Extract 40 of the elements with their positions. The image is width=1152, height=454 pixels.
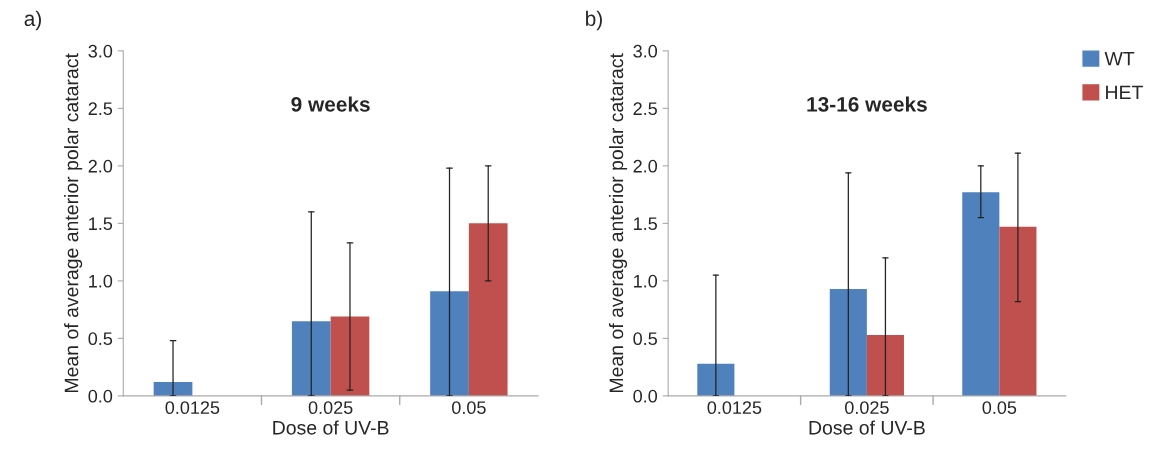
legend-label: WT xyxy=(1104,51,1135,66)
y-tick-label: 1.5 xyxy=(634,217,657,231)
y-tick-label: 0.0 xyxy=(88,389,113,403)
bar xyxy=(153,382,193,396)
x-tick-label: 0.025 xyxy=(308,401,353,415)
y-tick-label: 1.0 xyxy=(89,274,113,288)
x-axis-title: Dose of UV-B xyxy=(809,420,925,435)
text: 13-16 weeks xyxy=(807,96,927,112)
text: a) xyxy=(24,10,41,31)
y-axis-title: Mean of average anterior polar cataract xyxy=(64,53,83,392)
bar xyxy=(829,288,867,396)
x-tick-label: 0.0125 xyxy=(707,401,762,415)
legend-label: HET xyxy=(1106,85,1143,100)
x-tick-label: 0.0125 xyxy=(165,401,220,415)
bar xyxy=(291,321,331,396)
y-tick-label: 2.5 xyxy=(633,102,657,116)
bar xyxy=(866,334,904,396)
x-tick-label: 0.05 xyxy=(982,401,1017,415)
bar xyxy=(962,192,1000,396)
bar xyxy=(430,291,469,396)
y-tick-label: 0.5 xyxy=(88,332,113,346)
x-tick-label: 0.05 xyxy=(452,401,486,415)
bar xyxy=(697,363,735,396)
y-tick-label: 2.5 xyxy=(88,102,113,116)
y-tick-label: 1.5 xyxy=(89,217,113,231)
y-tick-label: 3.0 xyxy=(88,44,113,58)
text: b) xyxy=(586,10,602,31)
bar xyxy=(330,316,370,396)
x-tick-label: 0.025 xyxy=(845,401,889,415)
x-axis-title: Dose of UV-B xyxy=(273,420,389,435)
text: 9 weeks xyxy=(291,96,370,112)
y-tick-label: 2.0 xyxy=(633,159,658,173)
y-axis-title: Mean of average anterior polar cataract xyxy=(608,53,628,392)
y-tick-label: 3.0 xyxy=(633,44,658,58)
y-tick-label: 1.0 xyxy=(634,274,658,288)
y-tick-label: 0.5 xyxy=(633,332,657,346)
y-tick-label: 0.0 xyxy=(633,389,658,403)
bar xyxy=(999,226,1037,396)
bar xyxy=(468,223,508,396)
y-tick-label: 2.0 xyxy=(88,159,113,173)
